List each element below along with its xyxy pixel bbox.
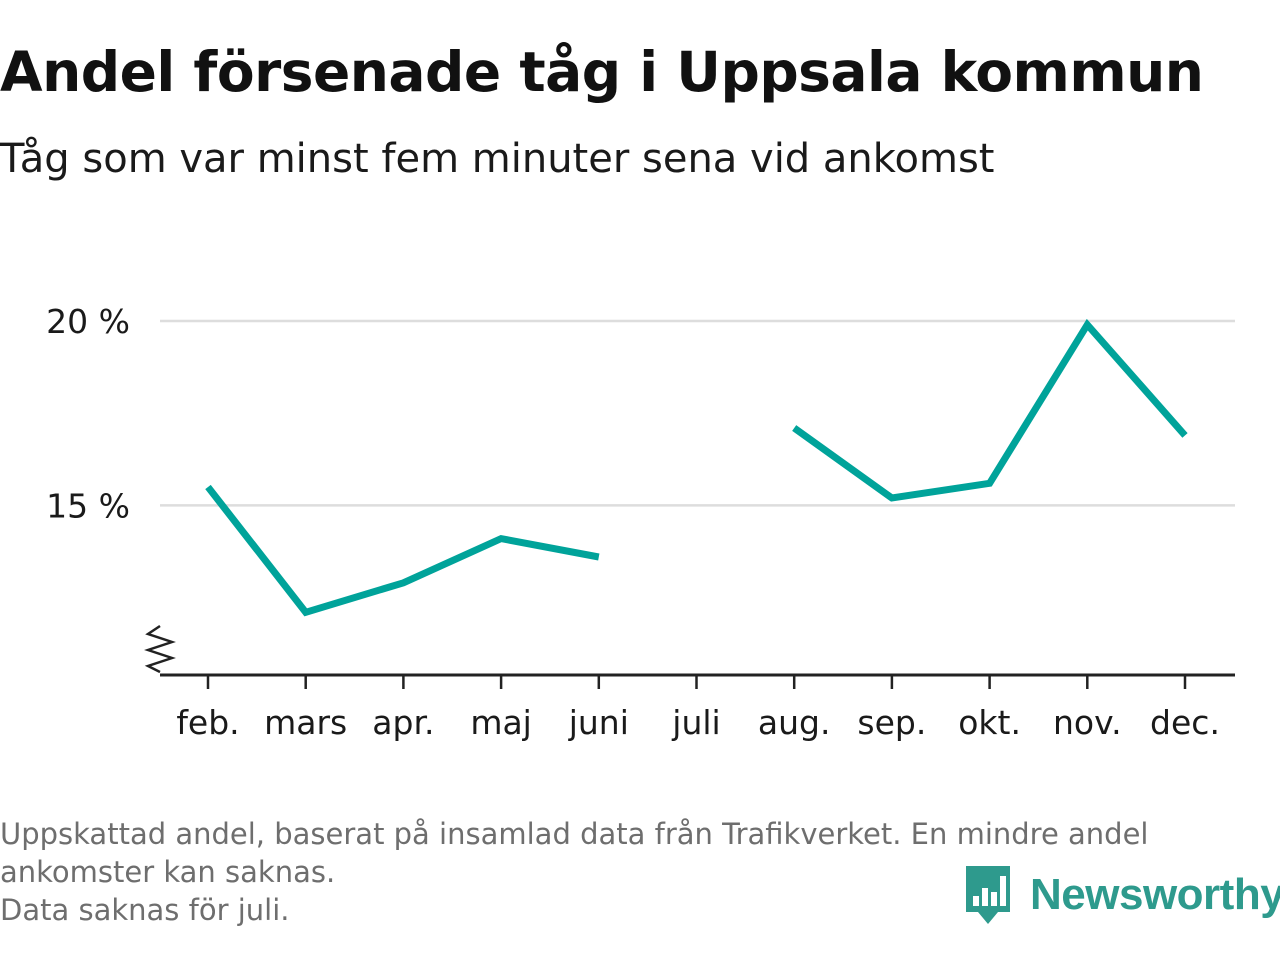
grid-lines <box>160 319 1235 507</box>
series-line <box>792 318 1188 502</box>
newsworthy-logo-icon <box>966 866 1010 924</box>
brand-name: Newsworthy <box>1030 870 1280 919</box>
footnote-line: Uppskattad andel, baserat på insamlad da… <box>0 817 1149 851</box>
x-tick-label: juni <box>568 703 629 742</box>
x-tick-label: maj <box>470 703 532 742</box>
series-line <box>205 484 600 617</box>
brand-logo: Newsworthy <box>962 862 1280 928</box>
axis-break-icon <box>144 624 176 674</box>
x-tick-label: okt. <box>958 703 1021 742</box>
x-tick-label: feb. <box>176 703 239 742</box>
y-tick-label: 20 % <box>46 302 130 341</box>
x-tick-label: apr. <box>372 703 434 742</box>
x-tick-label: aug. <box>758 703 831 742</box>
x-tick-label: dec. <box>1150 703 1220 742</box>
x-tick-label: mars <box>264 703 347 742</box>
x-axis <box>144 624 1235 677</box>
y-tick-label: 15 % <box>46 486 130 525</box>
y-axis-ticks: 15 % 20 % <box>46 302 130 525</box>
x-axis-ticks: feb. mars apr. maj juni juli aug. sep. okt. nov. d… <box>176 675 1220 742</box>
x-tick-label: nov. <box>1053 703 1122 742</box>
chart-subtitle: Tåg som var minst fem minuter sena vid a… <box>0 136 995 182</box>
series-lines <box>205 318 1188 617</box>
x-tick-label: sep. <box>857 703 926 742</box>
x-tick-label: juli <box>671 703 720 742</box>
footnote-line: Data saknas för juli. <box>0 893 290 927</box>
chart-title: Andel försenade tåg i Uppsala kommun <box>0 40 1204 104</box>
footnote-line: ankomster kan saknas. <box>0 855 336 889</box>
footnote: Uppskattad andel, baserat på insamlad da… <box>0 815 1149 929</box>
